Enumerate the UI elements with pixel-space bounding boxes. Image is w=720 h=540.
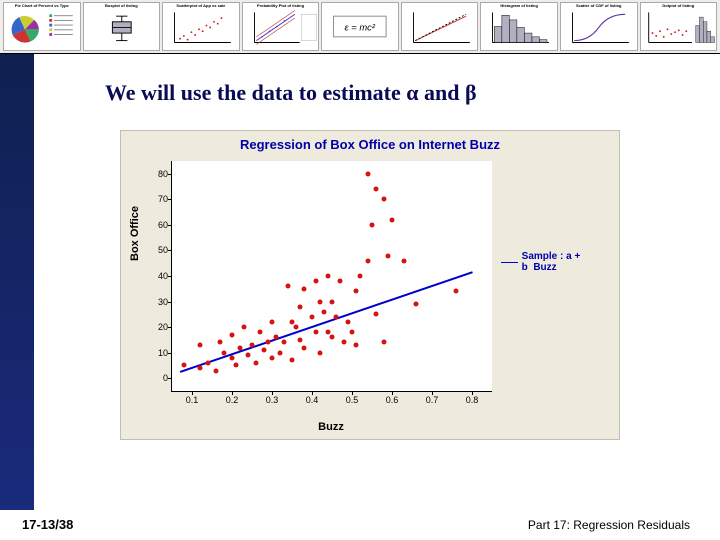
data-point	[290, 320, 295, 325]
left-sidebar	[0, 54, 34, 510]
data-point	[386, 253, 391, 258]
data-point	[254, 360, 259, 365]
data-point	[330, 335, 335, 340]
data-point	[326, 274, 331, 279]
data-point	[318, 350, 323, 355]
data-point	[218, 340, 223, 345]
data-point	[270, 355, 275, 360]
data-point	[302, 286, 307, 291]
data-point	[314, 279, 319, 284]
data-point	[258, 330, 263, 335]
thumb-hist: Histogram of listing	[480, 2, 558, 51]
thumb-title: Boxplot of listing	[84, 3, 160, 8]
data-point	[374, 187, 379, 192]
data-point	[402, 258, 407, 263]
data-point	[354, 289, 359, 294]
chart-title: Regression of Box Office on Internet Buz…	[121, 137, 619, 152]
thumb-dot: Dotplot of listing	[640, 2, 718, 51]
svg-text:ε = mc²: ε = mc²	[345, 21, 376, 32]
slide-footer: 17-13/38 Part 17: Regression Residuals	[0, 510, 720, 540]
data-point	[366, 258, 371, 263]
data-point	[322, 309, 327, 314]
data-point	[338, 279, 343, 284]
legend-text: Sample : a + b Buzz	[522, 251, 611, 273]
data-point	[382, 340, 387, 345]
data-point	[302, 345, 307, 350]
data-point	[350, 330, 355, 335]
data-point	[370, 222, 375, 227]
thumb-title: Histogram of listing	[481, 3, 557, 8]
data-point	[414, 302, 419, 307]
thumb-title: Dotplot of listing	[641, 3, 717, 8]
data-point	[274, 335, 279, 340]
data-point	[246, 353, 251, 358]
data-point	[310, 314, 315, 319]
data-point	[326, 330, 331, 335]
data-point	[214, 368, 219, 373]
thumb-title: Scatter of CDF of listing	[561, 3, 637, 8]
data-point	[282, 340, 287, 345]
thumb-boxplot: Boxplot of listing	[83, 2, 161, 51]
data-point	[266, 340, 271, 345]
data-point	[382, 197, 387, 202]
data-point	[198, 366, 203, 371]
data-point	[342, 340, 347, 345]
data-point	[366, 171, 371, 176]
data-point	[330, 299, 335, 304]
thumbnail-strip: Pie Chart of Percent vs Type	[0, 0, 720, 54]
data-point	[206, 360, 211, 365]
regression-chart: Regression of Box Office on Internet Buz…	[120, 130, 620, 440]
plot-area: 010203040506070800.10.20.30.40.50.60.70.…	[171, 161, 492, 392]
data-point	[374, 312, 379, 317]
data-point	[354, 343, 359, 348]
thumb-pie: Pie Chart of Percent vs Type	[3, 2, 81, 51]
regression-line	[180, 271, 472, 372]
slide-heading: We will use the data to estimate α and β	[105, 80, 680, 106]
data-point	[230, 355, 235, 360]
data-point	[286, 284, 291, 289]
data-point	[358, 274, 363, 279]
thumb-title: Pie Chart of Percent vs Type	[4, 3, 80, 8]
data-point	[294, 325, 299, 330]
data-point	[278, 350, 283, 355]
part-label: Part 17: Regression Residuals	[528, 518, 690, 532]
data-point	[318, 299, 323, 304]
data-point	[250, 343, 255, 348]
data-point	[270, 320, 275, 325]
slide-root: Pie Chart of Percent vs Type	[0, 0, 720, 540]
data-point	[298, 304, 303, 309]
thumb-probplot: Probability Plot of listing	[242, 2, 320, 51]
data-point	[390, 217, 395, 222]
thumb-title: Probability Plot of listing	[243, 3, 319, 8]
chart-legend: Sample : a + b Buzz	[501, 251, 611, 273]
legend-line-icon	[501, 262, 518, 263]
data-point	[290, 358, 295, 363]
data-point	[334, 314, 339, 319]
x-axis-label: Buzz	[171, 421, 491, 433]
thumb-cdf: Scatter of CDF of listing	[560, 2, 638, 51]
data-point	[314, 330, 319, 335]
data-point	[198, 343, 203, 348]
data-point	[242, 325, 247, 330]
page-number: 17-13/38	[22, 517, 73, 532]
thumb-scatter: Scatterplot of App vs sale	[162, 2, 240, 51]
data-point	[238, 345, 243, 350]
data-point	[346, 320, 351, 325]
thumb-formula: ε = mc²	[321, 2, 399, 51]
data-point	[298, 337, 303, 342]
thumb-line	[401, 2, 479, 51]
data-point	[182, 363, 187, 368]
data-point	[234, 363, 239, 368]
y-axis-label: Box Office	[129, 206, 141, 261]
data-point	[262, 348, 267, 353]
data-point	[230, 332, 235, 337]
data-point	[454, 289, 459, 294]
data-point	[222, 350, 227, 355]
thumb-title: Scatterplot of App vs sale	[163, 3, 239, 8]
